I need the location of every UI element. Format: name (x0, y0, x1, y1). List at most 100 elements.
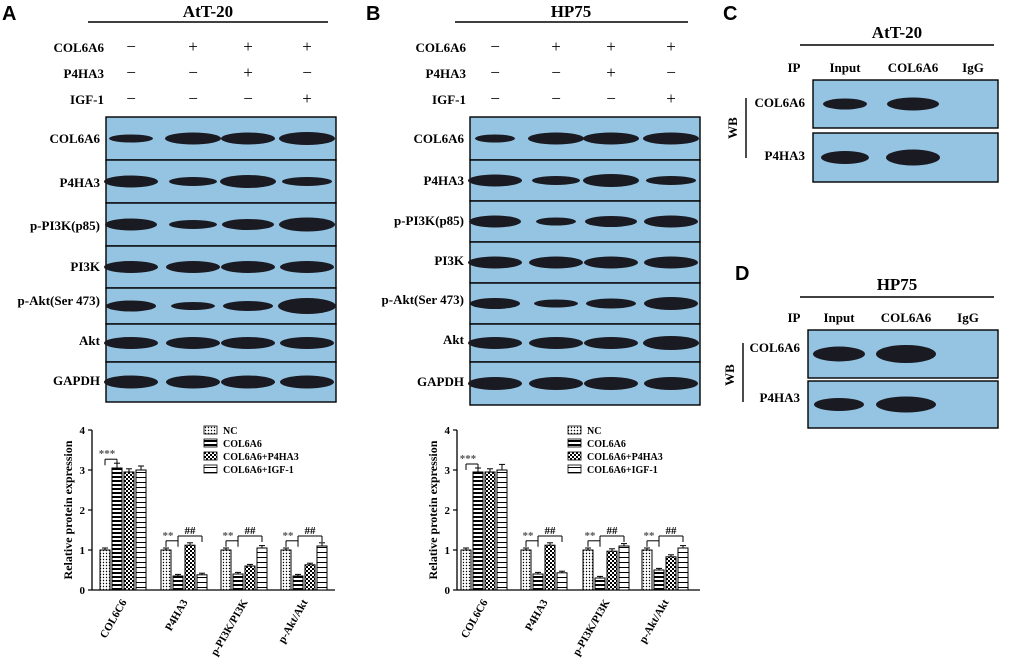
blot-band (469, 215, 521, 228)
condition-sign: − (551, 89, 561, 108)
blot-label: COL6A6 (749, 340, 800, 355)
blot-band (221, 261, 275, 273)
blot-band (280, 375, 334, 389)
blot-label: Akt (443, 332, 465, 347)
blot-band (823, 98, 867, 110)
legend-label: COL6A6 (223, 439, 262, 450)
blot-band (528, 132, 584, 145)
bar (460, 549, 472, 591)
bar (280, 549, 292, 591)
blot-band (166, 375, 220, 389)
blot-label: Akt (79, 333, 101, 348)
condition-sign: − (188, 63, 198, 82)
lane-label: COL6A6 (881, 310, 932, 325)
bar (641, 549, 653, 591)
panel-b: B HP75 COL6A6 P4HA3 IGF-1 − + + + − − + … (366, 2, 701, 406)
blot-band (468, 377, 522, 390)
significance-marker: ** (523, 530, 535, 542)
condition-label: COL6A6 (53, 40, 104, 55)
blot-label: P4HA3 (60, 175, 101, 190)
panel-d: D HP75 IP Input COL6A6 IgG WB COL6A6 P4H… (722, 263, 999, 429)
bar (184, 544, 196, 591)
bar (618, 545, 630, 591)
y-tick-label: 2 (445, 505, 451, 517)
legend-swatch (203, 464, 218, 474)
y-tick-label: 4 (445, 425, 451, 437)
y-tick-label: 2 (80, 505, 86, 517)
blot-band (221, 132, 275, 145)
bar (111, 467, 123, 591)
condition-sign: − (490, 89, 500, 108)
panel-title-d: HP75 (877, 275, 918, 294)
condition-sign: + (302, 37, 312, 56)
blot-band (166, 337, 220, 349)
x-tick-label: p-PI3K/PI3K (571, 597, 613, 658)
blot-band (106, 300, 156, 312)
condition-label: P4HA3 (426, 66, 467, 81)
panel-c: C AtT-20 IP Input COL6A6 IgG WB COL6A6 P… (723, 3, 999, 183)
wb-label: WB (722, 364, 737, 386)
blot-band (821, 151, 869, 164)
x-tick-label: P4HA3 (523, 597, 551, 633)
bar (484, 471, 496, 591)
legend-label: COL6A6+IGF-1 (587, 465, 658, 476)
blot-label: PI3K (70, 259, 101, 274)
y-tick-label: 1 (80, 545, 86, 557)
condition-sign: + (243, 37, 253, 56)
blot-band (813, 346, 865, 362)
condition-sign: − (243, 89, 253, 108)
legend-swatch (203, 438, 218, 448)
legend-label: NC (587, 426, 601, 437)
bar (292, 575, 304, 591)
bar (135, 469, 147, 591)
western-blot-stack (468, 116, 701, 406)
blot-band (279, 217, 335, 232)
significance-marker: ** (223, 530, 235, 542)
lane-label: Input (829, 60, 861, 75)
bar (196, 574, 208, 591)
significance-marker: ## (666, 525, 678, 537)
condition-sign: + (243, 63, 253, 82)
blot-band (280, 261, 334, 273)
lane-label: Input (823, 310, 855, 325)
blot-band (585, 216, 637, 227)
bar-chart-b: 0 1 2 3 4 Relative protein expression COL6C6 P4… (426, 425, 700, 658)
x-tick-label: p-PI3K/PI3K (209, 597, 251, 658)
significance-marker: *** (99, 448, 116, 460)
blot-band (583, 132, 639, 145)
blot-band (584, 377, 638, 390)
blot-band (644, 297, 698, 310)
condition-sign: + (606, 37, 616, 56)
condition-sign: + (606, 63, 616, 82)
blot-band (529, 256, 583, 269)
bar (99, 549, 111, 591)
blot-band (470, 298, 520, 309)
blot-band (279, 132, 335, 145)
bar (665, 556, 677, 591)
significance-marker: ## (545, 525, 557, 537)
blot-band (644, 256, 698, 269)
blot-band (529, 377, 583, 390)
blot-band (104, 337, 158, 349)
co-ip-blot-stack (807, 329, 999, 429)
blot-band (532, 176, 580, 185)
condition-sign: + (551, 37, 561, 56)
blot-band (876, 396, 936, 413)
significance-marker: ** (283, 530, 295, 542)
blot-band (221, 337, 275, 349)
western-blot-stack (104, 116, 337, 403)
blot-label: P4HA3 (760, 390, 801, 405)
condition-sign: − (126, 63, 136, 82)
legend-label: COL6A6+IGF-1 (223, 465, 294, 476)
blot-band (643, 132, 699, 145)
bar (532, 573, 544, 591)
significance-marker: ** (163, 530, 175, 542)
blot-label: COL6A6 (754, 95, 805, 110)
blot-label: p-PI3K(p85) (394, 213, 464, 228)
y-axis-label: Relative protein expression (426, 440, 440, 579)
blot-label: p-Akt(Ser 473) (382, 292, 464, 307)
panel-label-a: A (2, 3, 16, 25)
y-tick-label: 1 (445, 545, 451, 557)
blot-band (166, 261, 220, 273)
